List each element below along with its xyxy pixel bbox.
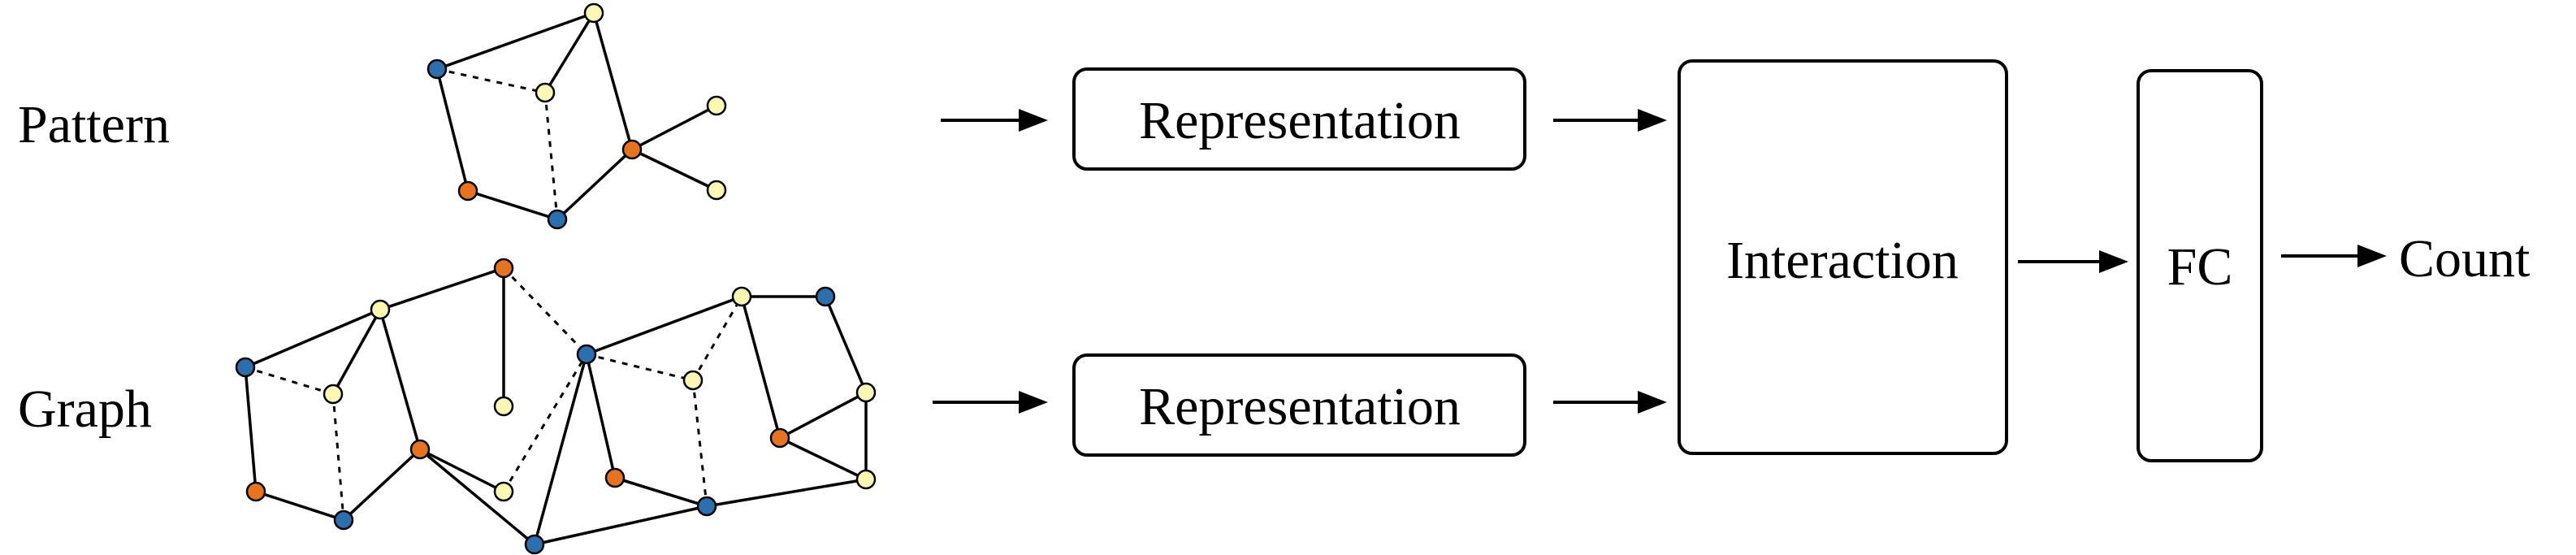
- arrow-interaction-to-fc: [2018, 250, 2128, 273]
- graph-edge: [436, 67, 546, 94]
- graph-node-orange: [245, 481, 266, 502]
- graph-node-yellow: [370, 299, 391, 320]
- interaction-box: Interaction: [1678, 59, 2008, 455]
- graph-edge: [779, 391, 867, 440]
- graph-edge: [533, 353, 588, 545]
- graph-node-yellow: [706, 180, 727, 201]
- graph-node-yellow: [493, 396, 514, 417]
- graph-node-blue: [524, 534, 545, 555]
- graph-edge: [585, 353, 617, 479]
- graph-edge: [543, 92, 559, 220]
- graph-node-blue: [235, 357, 256, 378]
- graph-node-orange: [409, 439, 431, 460]
- graph-edge: [691, 379, 708, 507]
- graph-node-yellow: [855, 469, 877, 490]
- representation-bottom-label: Representation: [1139, 377, 1461, 436]
- graph-edge: [331, 393, 345, 521]
- graph-node-yellow: [731, 286, 752, 307]
- graph-node-orange: [621, 139, 643, 160]
- representation-box-bottom: Representation: [1072, 353, 1526, 457]
- graph-edge: [467, 189, 558, 221]
- arrow-representation-bottom-to-interaction: [1553, 391, 1667, 414]
- arrow-pattern-to-representation: [941, 109, 1048, 132]
- graph-edge: [779, 436, 867, 481]
- graph-node-blue: [547, 209, 568, 230]
- arrow-graph-to-representation: [933, 391, 1048, 414]
- graph-node-yellow: [535, 82, 556, 103]
- graph-edge: [379, 309, 422, 450]
- graph-node-blue: [426, 59, 448, 80]
- graph-edge: [435, 68, 470, 192]
- graph-node-orange: [457, 180, 478, 202]
- graph-node-yellow: [493, 481, 514, 502]
- count-label: Count: [2399, 229, 2530, 288]
- fc-label: FC: [2167, 237, 2233, 297]
- graph-node-yellow: [855, 382, 877, 403]
- graph-node-orange: [493, 258, 514, 279]
- graph-edge: [342, 448, 422, 522]
- graph-edge: [502, 267, 588, 356]
- graph-node-blue: [576, 344, 597, 365]
- pattern-label: Pattern: [18, 95, 170, 154]
- pattern-graph: [426, 2, 727, 230]
- representation-box-top: Representation: [1072, 67, 1526, 171]
- graph-node-orange: [604, 467, 626, 488]
- graph-edge: [824, 296, 868, 393]
- graph-edge: [740, 296, 781, 439]
- graph-node-blue: [333, 509, 354, 531]
- graph-edge: [244, 366, 258, 492]
- graph-edge: [556, 148, 634, 221]
- arrow-representation-top-to-interaction: [1553, 109, 1667, 132]
- graph-edge: [592, 12, 634, 150]
- interaction-label: Interaction: [1726, 231, 1959, 290]
- graph-node-yellow: [706, 95, 727, 116]
- graph-node-yellow: [682, 370, 704, 391]
- graph-edge: [631, 104, 717, 151]
- graph-edge: [706, 478, 867, 508]
- graph-edge: [502, 353, 588, 492]
- graph-node-yellow: [323, 384, 344, 405]
- graph-edge: [691, 296, 743, 381]
- graph-node-blue: [696, 496, 717, 517]
- graph-edge: [245, 308, 381, 369]
- graph-edge: [418, 448, 536, 546]
- graph-edge: [255, 490, 344, 522]
- graph-edge: [379, 267, 504, 311]
- graph-node-yellow: [583, 2, 604, 24]
- graph-edge: [419, 448, 504, 493]
- graph-edge: [245, 366, 334, 396]
- graph-label: Graph: [18, 379, 152, 439]
- graph-edge: [631, 148, 717, 192]
- graph-node-orange: [769, 427, 790, 449]
- data-graph: [235, 258, 877, 555]
- fc-box: FC: [2137, 69, 2263, 462]
- graph-edge: [586, 353, 694, 382]
- graph-edge: [543, 12, 595, 93]
- graph-edge: [614, 476, 708, 508]
- graph-edge: [331, 309, 382, 395]
- arrow-fc-to-count: [2281, 245, 2387, 267]
- representation-top-label: Representation: [1139, 91, 1461, 150]
- graph-edge: [436, 11, 595, 71]
- graph-edge: [534, 505, 708, 546]
- graph-edge: [586, 295, 742, 356]
- graph-node-blue: [815, 286, 836, 307]
